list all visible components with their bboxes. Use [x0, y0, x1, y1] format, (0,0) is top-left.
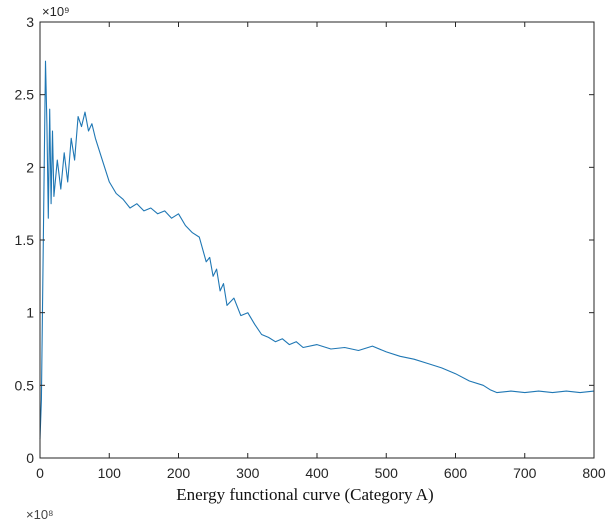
x-tick-label: 400: [305, 465, 329, 481]
x-tick-label: 300: [236, 465, 260, 481]
figure-caption: Energy functional curve (Category A): [176, 485, 434, 504]
next-chart-exponent-fragment: ×10⁸: [26, 507, 54, 522]
y-tick-label: 1.5: [15, 232, 35, 248]
y-tick-label: 3: [26, 14, 34, 30]
x-tick-label: 100: [98, 465, 122, 481]
x-tick-label: 600: [444, 465, 468, 481]
y-tick-label: 0: [26, 450, 34, 466]
plot-area: [39, 22, 595, 458]
x-tick-label: 0: [36, 465, 44, 481]
x-tick-label: 700: [513, 465, 537, 481]
y-exponent-label: ×10⁹: [42, 4, 70, 19]
series-line-0: [39, 60, 595, 440]
axes: 0 100 200 300 400 500 600 700 800 0 0.5 1 1.5 2 2.5 3 ×1…: [15, 4, 606, 481]
x-tick-label: 500: [375, 465, 399, 481]
x-tick-label: 200: [167, 465, 191, 481]
plot-background: [40, 22, 594, 458]
x-tick-label: 800: [582, 465, 606, 481]
y-tick-label: 1: [26, 305, 34, 321]
y-tick-label: 2.5: [15, 87, 35, 103]
y-tick-label: 0.5: [15, 377, 35, 393]
y-tick-label: 2: [26, 159, 34, 175]
